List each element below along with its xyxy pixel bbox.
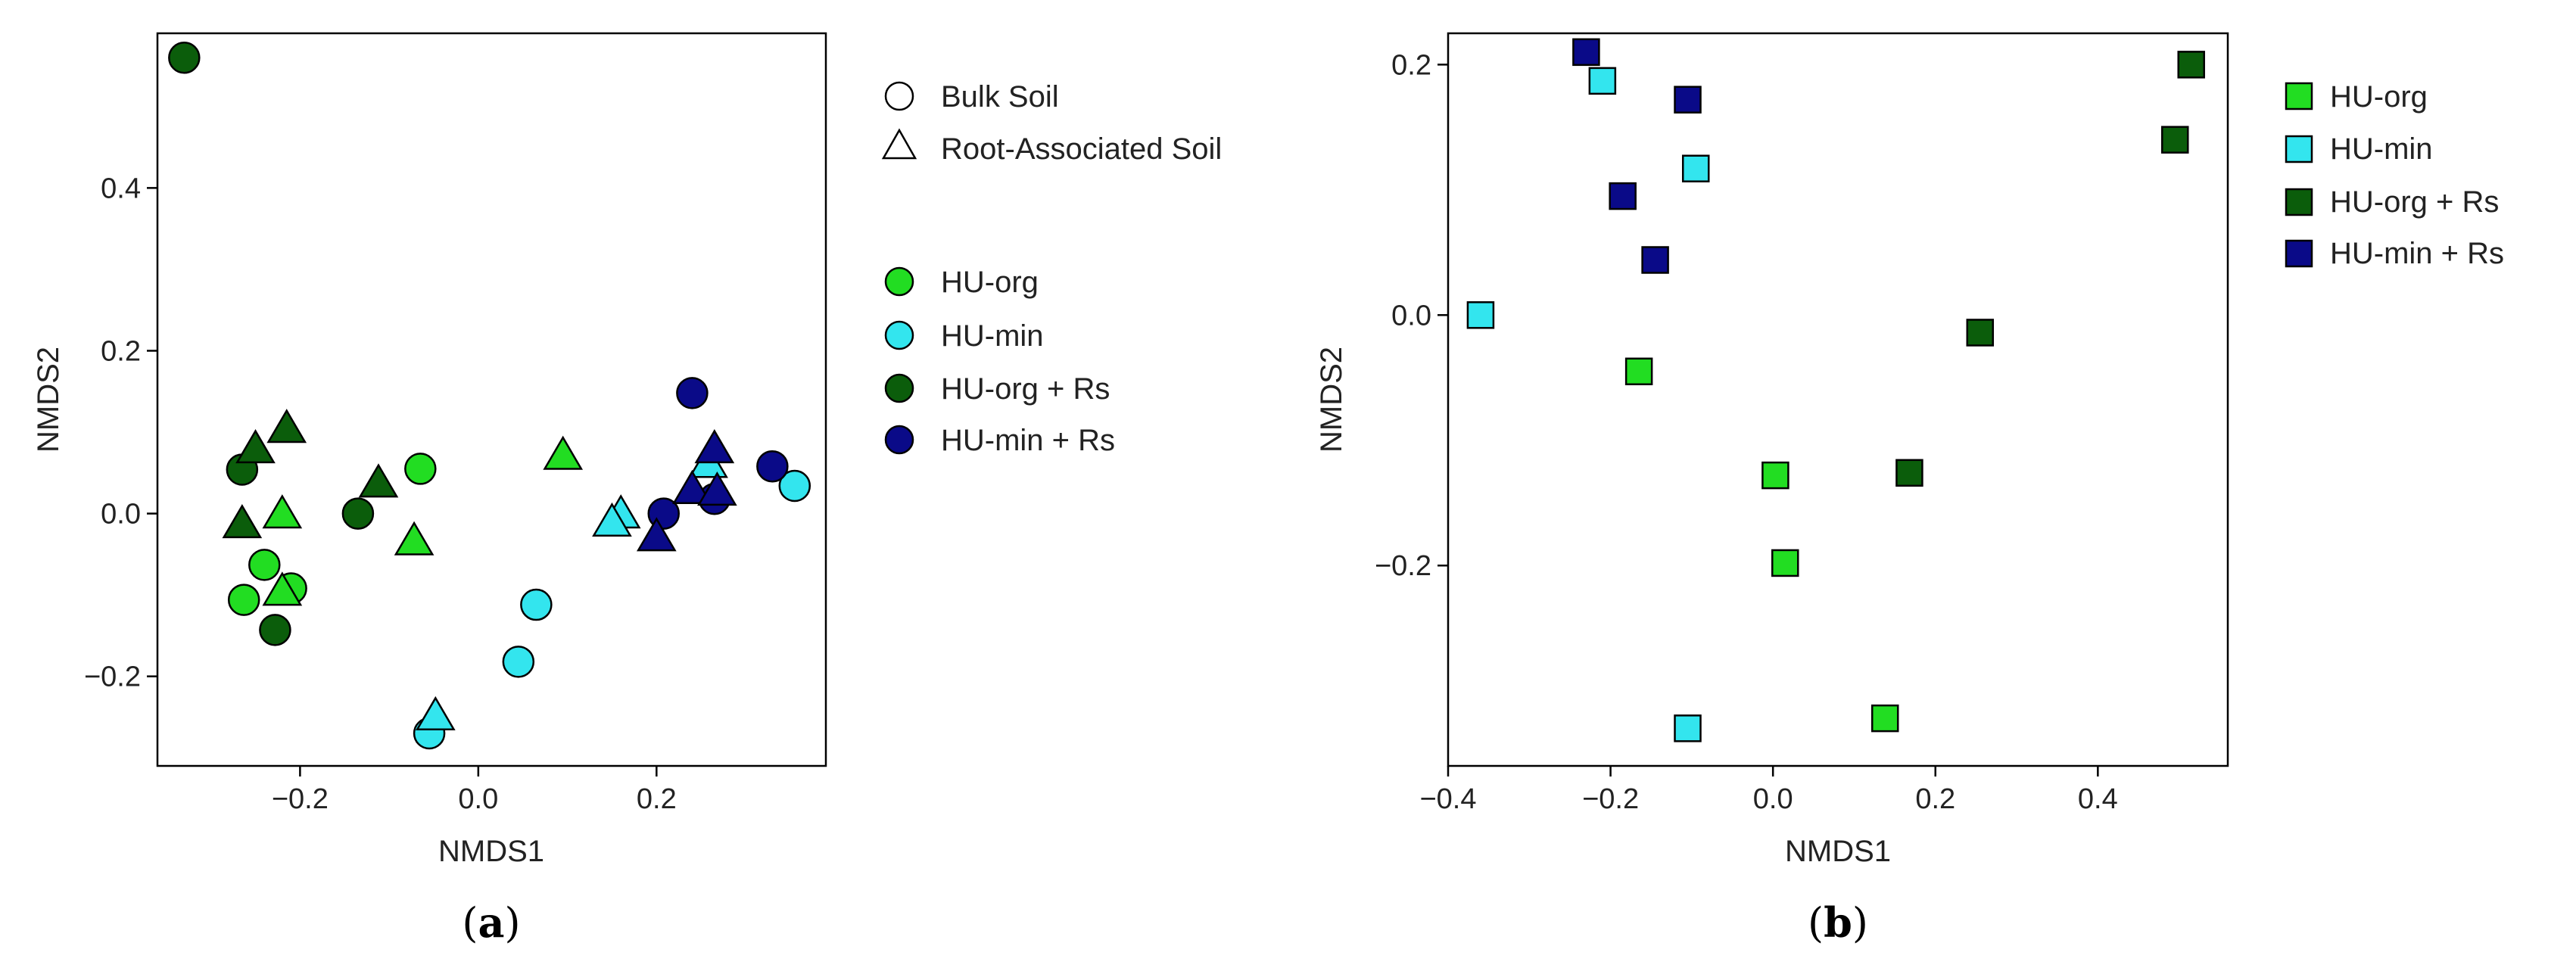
panel-b-point-hu-min-square xyxy=(1681,154,1710,182)
panel-a-point-hu-org-triangle xyxy=(394,521,435,556)
legend-a-hu-min-marker xyxy=(884,320,914,350)
legend-b-hu-org-rs-label: HU-org + Rs xyxy=(2330,185,2499,219)
panel-b-point-hu-org-square xyxy=(1624,357,1653,386)
legend-b-hu-min-rs-label: HU-min + Rs xyxy=(2330,237,2504,270)
panel-a-point-hu-org-rs-triangle xyxy=(235,429,276,464)
panel-a-plot-frame xyxy=(156,32,827,767)
panel-b-point-hu-min-rs-square xyxy=(1609,182,1637,210)
legend-a-hu-org-rs-marker xyxy=(884,373,914,403)
legend-a-hu-org-label: HU-org xyxy=(941,266,1039,299)
panel-a-point-hu-org-circle xyxy=(227,584,260,616)
panel-b-x-tick-label: 0.2 xyxy=(1915,783,1955,815)
panel-a-point-hu-org-triangle xyxy=(262,571,303,606)
panel-a-point-hu-org-triangle xyxy=(262,494,303,529)
legend-bulk-soil-label: Bulk Soil xyxy=(941,80,1059,114)
panel-a-point-hu-org-rs-triangle xyxy=(222,504,263,539)
panel-b-point-hu-min-square xyxy=(1466,301,1495,329)
panel-a-point-hu-min-rs-circle xyxy=(756,450,789,483)
panel-b-point-hu-min-rs-square xyxy=(1572,38,1600,67)
panel-a-point-hu-org-circle xyxy=(248,549,281,581)
panel-a-y-tick-label: 0.0 xyxy=(101,499,141,531)
panel-a-point-hu-min-circle xyxy=(778,469,811,503)
panel-a-point-hu-org-circle xyxy=(404,453,437,485)
legend-b-hu-org-rs-marker xyxy=(2285,188,2313,216)
legend-root-associated-soil-label: Root-Associated Soil xyxy=(941,132,1222,166)
panel-b-y-tick-label: −0.2 xyxy=(1375,550,1431,582)
panel-b-x-tick-label: −0.2 xyxy=(1582,783,1639,815)
panel-a-y-axis-label: NMDS2 xyxy=(32,347,65,453)
panel-b-point-hu-org-rs-square xyxy=(2177,51,2205,79)
legend-a-hu-org-marker xyxy=(884,266,914,297)
panel-b-point-hu-min-square xyxy=(1588,67,1617,95)
panel-b-caption-letter: b xyxy=(1824,898,1852,947)
panel-a-point-hu-min-rs-circle xyxy=(676,377,709,409)
panel-a-caption-letter: a xyxy=(478,898,505,947)
panel-a-y-tick-label: −0.2 xyxy=(84,661,141,693)
panel-b-point-hu-min-rs-square xyxy=(1641,246,1669,274)
panel-a-x-tick-label: −0.2 xyxy=(272,783,329,815)
panel-b-x-tick-label: 0.4 xyxy=(2078,783,2118,815)
panel-a-point-hu-min-rs-triangle xyxy=(697,471,737,506)
panel-b-caption: (b) xyxy=(1808,898,1868,947)
panel-b-ticks: −0.4 −0.2 0.0 0.2 0.4 −0.2 0.0 0.2 xyxy=(1375,49,2118,815)
panel-a-point-hu-min-circle xyxy=(520,588,553,621)
panel-b-point-hu-org-square xyxy=(1870,704,1899,733)
panel-b-x-tick-label: 0.0 xyxy=(1753,783,1793,815)
panel-a-caption: (a) xyxy=(462,898,520,947)
legend-b-hu-min-rs-marker xyxy=(2285,239,2313,268)
panel-a-point-hu-org-rs-triangle xyxy=(358,463,399,498)
panel-b-point-hu-org-square xyxy=(1761,461,1789,490)
panel-b-point-hu-org-rs-square xyxy=(1895,459,1923,487)
panel-a-x-axis-label: NMDS1 xyxy=(438,835,544,868)
panel-a-point-hu-org-rs-triangle xyxy=(266,409,307,443)
panel-a-point-hu-min-triangle xyxy=(416,696,456,730)
panel-b-point-hu-org-rs-square xyxy=(2161,126,2189,154)
legend-b-hu-org-marker xyxy=(2285,82,2313,110)
panel-a-point-hu-org-rs-circle xyxy=(259,614,291,646)
legend-a-hu-min-label: HU-min xyxy=(941,319,1044,353)
panel-b: −0.4 −0.2 0.0 0.2 0.4−0.20.00.2 NMDS1 NMDS2 … xyxy=(1315,32,2504,947)
panel-b-point-hu-org-rs-square xyxy=(1966,319,1995,347)
legend-b-hu-org-label: HU-org xyxy=(2330,80,2428,114)
panel-a-y-tick-label: 0.2 xyxy=(101,335,141,367)
panel-b-x-tick-label: −0.4 xyxy=(1419,783,1476,815)
panel-a-shape-legend: Bulk Soil Root-Associated Soil xyxy=(881,80,1222,166)
panel-a-point-hu-org-rs-circle xyxy=(168,42,201,74)
panel-a-x-tick-label: 0.0 xyxy=(458,783,498,815)
legend-b-hu-min-label: HU-min xyxy=(2330,132,2433,166)
panel-a-y-tick-label: 0.4 xyxy=(101,173,141,204)
panel-b-point-hu-min-square xyxy=(1674,714,1702,742)
panel-a-x-tick-label: 0.2 xyxy=(637,783,677,815)
panel-b-points xyxy=(1466,38,2205,742)
legend-a-hu-min-rs-marker xyxy=(884,425,914,455)
panel-b-plot-frame xyxy=(1447,32,2229,767)
panel-b-y-axis-label: NMDS2 xyxy=(1315,347,1348,453)
panel-a-point-hu-min-rs-triangle xyxy=(672,469,712,504)
panel-b-y-tick-label: 0.2 xyxy=(1391,49,1431,81)
legend-b-hu-min-marker xyxy=(2285,135,2313,163)
panel-a-point-hu-min-rs-triangle xyxy=(636,517,677,552)
panel-a-point-hu-org-triangle xyxy=(543,435,584,470)
legend-bulk-soil-circle xyxy=(884,81,914,111)
panel-a: −0.2 0.0 0.2 −0.2 0.0 0.2 0.4 NMDS1 NMDS2 Bulk… xyxy=(32,32,1222,947)
panel-b-group-legend: HU-org HU-min HU-org + Rs HU-min + Rs xyxy=(2285,80,2504,270)
legend-root-associated-soil-triangle xyxy=(881,128,917,160)
panel-a-point-hu-org-rs-circle xyxy=(341,497,375,530)
panel-a-point-hu-min-circle xyxy=(502,646,535,678)
panel-b-x-axis-label: NMDS1 xyxy=(1785,835,1891,868)
panel-a-points xyxy=(168,42,811,750)
legend-a-hu-min-rs-label: HU-min + Rs xyxy=(941,424,1115,457)
panel-a-group-legend: HU-org HU-min HU-org + Rs HU-min + Rs xyxy=(884,266,1115,457)
panel-a-point-hu-min-rs-triangle xyxy=(694,429,735,464)
legend-a-hu-org-rs-label: HU-org + Rs xyxy=(941,372,1110,406)
panel-b-y-tick-label: 0.0 xyxy=(1391,300,1431,331)
panel-b-point-hu-org-square xyxy=(1771,549,1799,577)
panel-a-ticks: −0.2 0.0 0.2 −0.2 0.0 0.2 0.4 xyxy=(84,173,677,815)
panel-a-point-hu-min-triangle xyxy=(592,502,632,537)
panel-b-point-hu-min-rs-square xyxy=(1674,86,1702,114)
